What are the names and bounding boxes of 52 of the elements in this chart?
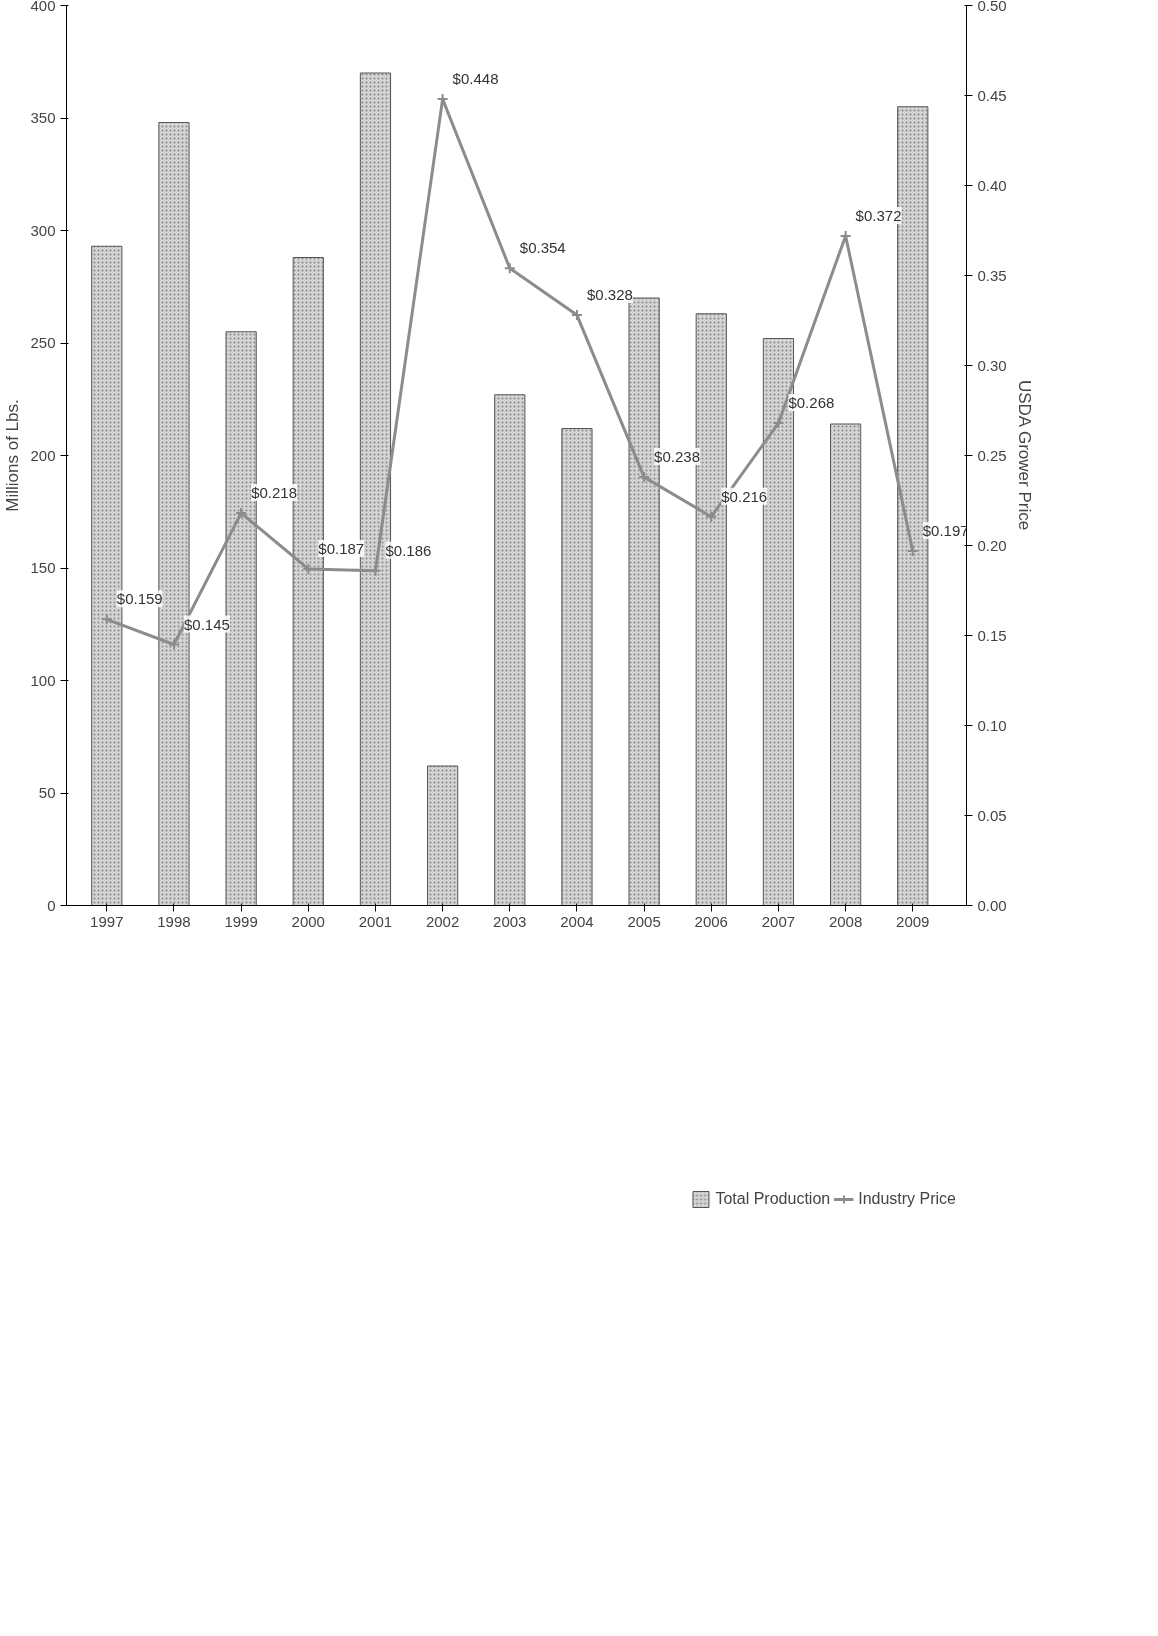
y-tick-label: 250 bbox=[30, 334, 56, 351]
data-label: $0.328 bbox=[586, 286, 633, 304]
y2-tick-label: 0.15 bbox=[977, 626, 1007, 644]
y-axis-title: Millions of Lbs. bbox=[3, 399, 23, 512]
y-tick-label: 400 bbox=[30, 0, 56, 14]
point bbox=[705, 510, 718, 523]
legend-label: Industry Price bbox=[858, 1190, 956, 1208]
x-tick-label: 2008 bbox=[828, 912, 863, 930]
point bbox=[100, 613, 113, 626]
y-tick-label: 150 bbox=[30, 559, 56, 576]
y2-tick-label: 0.45 bbox=[977, 86, 1007, 104]
x-tick-label: 2004 bbox=[560, 912, 594, 930]
y2-tick-label: 0.50 bbox=[977, 0, 1007, 14]
data-label: $0.448 bbox=[452, 70, 499, 88]
y2-tick-label: 0.35 bbox=[977, 266, 1007, 284]
x-tick-label: 2009 bbox=[896, 912, 930, 930]
x-tick-label: 2002 bbox=[425, 912, 460, 930]
legend-label: Total Production bbox=[715, 1190, 831, 1208]
data-label: $0.372 bbox=[855, 206, 902, 224]
y2-tick-label: 0.00 bbox=[977, 896, 1007, 914]
data-label: $0.268 bbox=[788, 394, 835, 412]
y2-axis-title: USDA Grower Price bbox=[1014, 379, 1034, 531]
x-tick-label: 2003 bbox=[493, 912, 527, 930]
data-label: $0.187 bbox=[318, 539, 365, 557]
y2-tick-label: 0.05 bbox=[977, 806, 1007, 824]
y-tick-label: 350 bbox=[30, 109, 56, 126]
x-tick-label: 1999 bbox=[224, 912, 258, 930]
x-tick-label: 2006 bbox=[694, 912, 728, 930]
y-tick-label: 100 bbox=[30, 671, 56, 689]
y2-tick-label: 0.40 bbox=[977, 176, 1007, 194]
data-label: $0.238 bbox=[654, 448, 700, 466]
data-label: $0.145 bbox=[183, 615, 230, 633]
x-tick-label: 2000 bbox=[291, 912, 325, 930]
y-tick-label: 50 bbox=[38, 784, 56, 801]
y2-tick-label: 0.30 bbox=[977, 356, 1007, 374]
y-tick-label: 200 bbox=[30, 446, 56, 464]
y2-tick-label: 0.25 bbox=[977, 446, 1007, 464]
data-label: $0.186 bbox=[385, 541, 432, 559]
data-label: $0.159 bbox=[116, 590, 163, 608]
data-label: $0.354 bbox=[519, 239, 566, 257]
x-tick-label: 2001 bbox=[358, 912, 393, 930]
y2-tick-label: 0.20 bbox=[977, 536, 1007, 554]
data-label: $0.216 bbox=[721, 487, 768, 505]
point bbox=[503, 262, 516, 275]
y-tick-label: 300 bbox=[30, 221, 56, 239]
x-tick-label: 1998 bbox=[157, 912, 191, 930]
y2-tick-label: 0.10 bbox=[977, 716, 1007, 734]
data-label: $0.218 bbox=[251, 484, 298, 502]
x-tick-label: 1997 bbox=[90, 912, 124, 930]
y-tick-label: 0 bbox=[47, 896, 56, 914]
x-tick-label: 2005 bbox=[627, 912, 661, 930]
x-tick-label: 2007 bbox=[761, 912, 796, 930]
